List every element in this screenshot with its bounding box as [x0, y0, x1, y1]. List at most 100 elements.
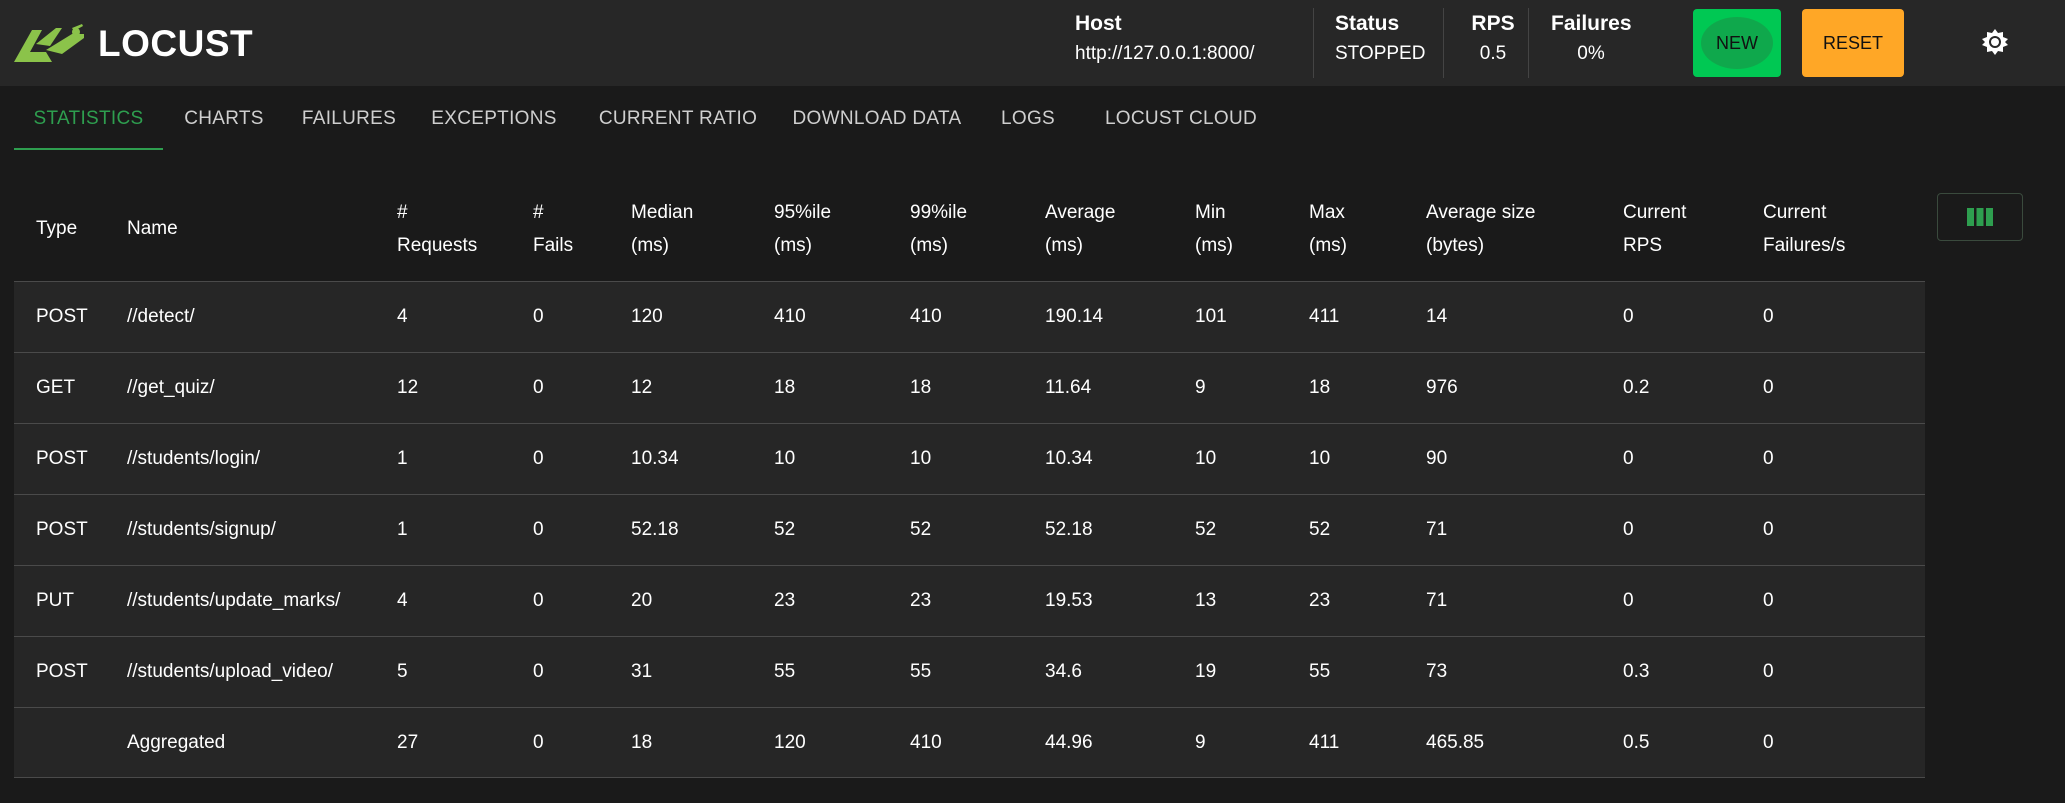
cell-name: //detect/	[127, 306, 195, 327]
cell-p99: 52	[910, 519, 932, 540]
cell-p95: 10	[774, 448, 796, 469]
cell-requests: 1	[397, 448, 408, 469]
cell-current-rps: 0.2	[1623, 377, 1650, 398]
cell-average-size: 73	[1426, 661, 1448, 682]
column-header-95ile[interactable]: 95%ile (ms)	[774, 202, 832, 256]
cell-average: 19.53	[1045, 590, 1093, 611]
cell-type: POST	[36, 306, 88, 327]
tab-logs[interactable]: LOGS	[1001, 108, 1055, 129]
cell-requests: 4	[397, 590, 408, 611]
locust-logo-icon	[14, 24, 84, 62]
columns-icon	[1967, 208, 1993, 226]
cell-min: 9	[1195, 732, 1206, 753]
reset-stats-label: RESET	[1822, 32, 1883, 53]
cell-average-size: 14	[1426, 306, 1448, 327]
cell-min: 101	[1195, 306, 1227, 327]
tab-locust-cloud[interactable]: LOCUST CLOUD	[1104, 108, 1258, 129]
cell-p95: 52	[774, 519, 796, 540]
failures-info: Failures 0%	[1551, 10, 1632, 76]
cell-p95: 55	[774, 661, 796, 682]
cell-median: 120	[631, 306, 663, 327]
tab-failures[interactable]: FAILURES	[301, 108, 397, 129]
cell-requests: 5	[397, 661, 408, 682]
cell-type: POST	[36, 448, 88, 469]
cell-name: //students/login/	[127, 448, 261, 469]
cell-current-rps: 0	[1623, 306, 1634, 327]
column-header-requests[interactable]: # Requests	[397, 202, 478, 256]
cell-average-size: 71	[1426, 519, 1448, 540]
column-header-99ile[interactable]: 99%ile (ms)	[910, 202, 968, 256]
cell-p99: 10	[910, 448, 932, 469]
cell-min: 19	[1195, 661, 1217, 682]
cell-type: PUT	[36, 590, 74, 611]
cell-fails: 0	[533, 448, 544, 469]
cell-max: 10	[1309, 448, 1331, 469]
cell-average: 44.96	[1045, 732, 1093, 753]
cell-average: 190.14	[1045, 306, 1104, 327]
table-header: Type Name # Requests # Fails Median (ms)…	[14, 182, 1925, 281]
cell-p99: 55	[910, 661, 932, 682]
failures-value: 0%	[1577, 43, 1605, 64]
host-info: Host http://127.0.0.1:8000/	[1075, 10, 1255, 76]
statistics-table: Type Name # Requests # Fails Median (ms)…	[14, 182, 1925, 778]
cell-name: //students/update_marks/	[127, 590, 341, 611]
column-header-median[interactable]: Median (ms)	[631, 202, 694, 256]
column-header-type[interactable]: Type	[36, 218, 78, 239]
cell-requests: 4	[397, 306, 408, 327]
table-row: GET //get_quiz/12 0 12 18 18 11.64 9 18 976 0.2 0	[14, 352, 1925, 423]
cell-p99: 18	[910, 377, 932, 398]
tab-statistics[interactable]: STATISTICS	[33, 108, 144, 129]
column-header-average[interactable]: Average (ms)	[1045, 202, 1116, 256]
tab-download-data[interactable]: DOWNLOAD DATA	[792, 108, 962, 129]
tab-exceptions[interactable]: EXCEPTIONS	[431, 108, 557, 129]
cell-name: //students/signup/	[127, 519, 276, 540]
cell-p99: 410	[910, 732, 942, 753]
cell-current-rps: 0.5	[1623, 732, 1650, 753]
cell-p95: 23	[774, 590, 796, 611]
cell-average: 52.18	[1045, 519, 1093, 540]
column-header-fails[interactable]: # Fails	[533, 202, 574, 256]
cell-fails: 0	[533, 661, 544, 682]
cell-current-failures: 0	[1763, 306, 1774, 327]
column-selector-button[interactable]	[1937, 193, 2023, 241]
cell-requests: 27	[397, 732, 419, 753]
column-header-average-size[interactable]: Average size (bytes)	[1426, 202, 1536, 256]
cell-average: 34.6	[1045, 661, 1082, 682]
column-header-min[interactable]: Min (ms)	[1195, 202, 1233, 256]
locust-logo[interactable]: LOCUST	[12, 22, 253, 66]
header-divider	[1528, 8, 1529, 78]
cell-min: 13	[1195, 590, 1217, 611]
cell-type: POST	[36, 519, 88, 540]
cell-type: POST	[36, 661, 88, 682]
active-tab-indicator	[14, 148, 163, 150]
cell-p95: 410	[774, 306, 806, 327]
reset-stats-button[interactable]: RESET	[1802, 9, 1904, 77]
column-header-name[interactable]: Name	[127, 218, 178, 239]
column-header-current-rps[interactable]: Current RPS	[1623, 202, 1687, 256]
cell-current-rps: 0	[1623, 519, 1634, 540]
cell-average: 11.64	[1045, 377, 1092, 398]
cell-max: 55	[1309, 661, 1331, 682]
new-test-button[interactable]: NEW	[1693, 9, 1781, 77]
tab-current-ratio[interactable]: CURRENT RATIO	[598, 108, 758, 129]
column-header-max[interactable]: Max (ms)	[1309, 202, 1347, 256]
table-row-aggregated: Aggregated 27 0 18 120 410 44.96 9 411 465.85 0.5 0	[14, 707, 1925, 778]
cell-average-size: 90	[1426, 448, 1448, 469]
cell-max: 18	[1309, 377, 1331, 398]
column-header-current-failures[interactable]: Current Failures/s	[1763, 202, 1846, 256]
host-value: http://127.0.0.1:8000/	[1075, 43, 1255, 64]
cell-current-rps: 0	[1623, 448, 1634, 469]
header-divider	[1443, 8, 1444, 78]
theme-toggle-button[interactable]	[1979, 26, 2011, 58]
header-divider	[1313, 8, 1314, 78]
cell-current-rps: 0.3	[1623, 661, 1650, 682]
tab-charts[interactable]: CHARTS	[184, 108, 264, 129]
cell-current-failures: 0	[1763, 448, 1774, 469]
sun-icon	[1982, 29, 2008, 55]
table-body: POST//detect/4 0 120 410 410 190.14 101 411 14 0 0…	[14, 281, 1925, 778]
cell-median: 12	[631, 377, 653, 398]
table-row: PUT //students/update_marks/4 0 20 23 23 19.53…	[14, 565, 1925, 636]
new-test-label: NEW	[1716, 32, 1758, 53]
cell-median: 20	[631, 590, 653, 611]
cell-requests: 1	[397, 519, 408, 540]
